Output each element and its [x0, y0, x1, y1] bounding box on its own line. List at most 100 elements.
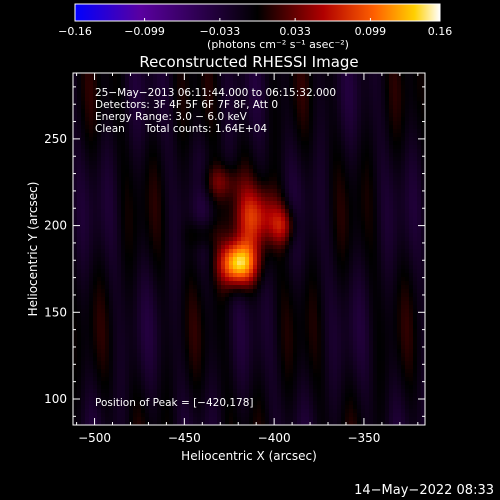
heatmap-cell [401, 273, 406, 278]
heatmap-cell [285, 293, 290, 298]
heatmap-cell [281, 141, 286, 146]
heatmap-cell [353, 197, 358, 202]
heatmap-cell [389, 237, 394, 242]
heatmap-cell [189, 173, 194, 178]
heatmap-cell [245, 205, 250, 210]
heatmap-cell [225, 197, 230, 202]
heatmap-cell [265, 109, 270, 114]
heatmap-cell [273, 237, 278, 242]
heatmap-cell [261, 149, 266, 154]
heatmap-cell [85, 189, 90, 194]
heatmap-cell [353, 81, 358, 86]
heatmap-cell [161, 113, 166, 118]
heatmap-cell [229, 297, 234, 302]
heatmap-cell [253, 297, 258, 302]
heatmap-cell [369, 205, 374, 210]
heatmap-cell [213, 77, 218, 82]
heatmap-cell [153, 73, 158, 78]
heatmap-cell [233, 265, 238, 270]
heatmap-cell [253, 221, 258, 226]
heatmap-cell [81, 81, 86, 86]
heatmap-cell [237, 213, 242, 218]
heatmap-cell [333, 177, 338, 182]
heatmap-cell [293, 289, 298, 294]
heatmap-cell [349, 213, 354, 218]
heatmap-cell [389, 289, 394, 294]
heatmap-cell [237, 161, 242, 166]
heatmap-cell [89, 145, 94, 150]
heatmap-cell [309, 117, 314, 122]
heatmap-cell [137, 153, 142, 158]
heatmap-cell [133, 213, 138, 218]
heatmap-cell [353, 229, 358, 234]
heatmap-cell [301, 81, 306, 86]
heatmap-cell [245, 233, 250, 238]
heatmap-cell [185, 161, 190, 166]
heatmap-cell [165, 141, 170, 146]
heatmap-cell [341, 233, 346, 238]
heatmap-cell [365, 73, 370, 78]
heatmap-cell [261, 161, 266, 166]
heatmap-cell [201, 221, 206, 226]
heatmap-cell [129, 145, 134, 150]
heatmap-cell [317, 157, 322, 162]
heatmap-cell [409, 133, 414, 138]
heatmap-cell [221, 281, 226, 286]
heatmap-cell [161, 229, 166, 234]
heatmap-cell [257, 141, 262, 146]
heatmap-cell [109, 109, 114, 114]
heatmap-cell [173, 101, 178, 106]
heatmap-cell [385, 257, 390, 262]
heatmap-cell [133, 185, 138, 190]
heatmap-cell [201, 173, 206, 178]
heatmap-cell [121, 201, 126, 206]
heatmap-cell [345, 105, 350, 110]
heatmap-cell [113, 245, 118, 250]
heatmap-cell [357, 141, 362, 146]
heatmap-cell [341, 113, 346, 118]
heatmap-cell [189, 89, 194, 94]
heatmap-cell [209, 81, 214, 86]
heatmap-cell [377, 165, 382, 170]
heatmap-cell [121, 253, 126, 258]
heatmap-cell [297, 265, 302, 270]
heatmap-cell [257, 93, 262, 98]
heatmap-cell [409, 185, 414, 190]
heatmap-cell [273, 221, 278, 226]
heatmap-cell [149, 137, 154, 142]
heatmap-cell [145, 293, 150, 298]
heatmap-cell [413, 117, 418, 122]
heatmap-cell [305, 157, 310, 162]
heatmap-cell [81, 157, 86, 162]
heatmap-cell [413, 77, 418, 82]
heatmap-cell [321, 129, 326, 134]
heatmap-cell [333, 185, 338, 190]
heatmap-cell [197, 225, 202, 230]
heatmap-cell [309, 77, 314, 82]
heatmap-cell [73, 89, 78, 94]
heatmap-cell [173, 193, 178, 198]
heatmap-cell [245, 257, 250, 262]
heatmap-cell [209, 277, 214, 282]
heatmap-cell [213, 105, 218, 110]
heatmap-cell [229, 201, 234, 206]
heatmap-cell [157, 213, 162, 218]
heatmap-cell [357, 121, 362, 126]
heatmap-cell [317, 221, 322, 226]
heatmap-cell [401, 149, 406, 154]
heatmap-cell [169, 197, 174, 202]
heatmap-cell [385, 281, 390, 286]
heatmap-cell [357, 241, 362, 246]
heatmap-cell [353, 253, 358, 258]
heatmap-cell [209, 105, 214, 110]
heatmap-cell [121, 189, 126, 194]
heatmap-cell [121, 281, 126, 286]
heatmap-cell [197, 97, 202, 102]
heatmap-cell [105, 281, 110, 286]
heatmap-cell [389, 157, 394, 162]
heatmap-cell [177, 141, 182, 146]
heatmap-cell [213, 157, 218, 162]
heatmap-cell [97, 185, 102, 190]
heatmap-cell [141, 189, 146, 194]
heatmap-cell [173, 253, 178, 258]
